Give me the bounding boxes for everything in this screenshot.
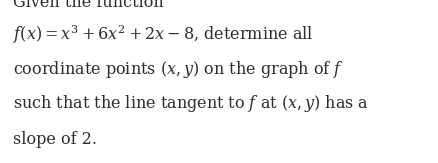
- Text: Given the function: Given the function: [13, 0, 163, 11]
- Text: such that the line tangent to $f$ at $(x, y)$ has a: such that the line tangent to $f$ at $(x…: [13, 93, 368, 114]
- Text: slope of 2.: slope of 2.: [13, 131, 97, 148]
- Text: coordinate points $(x, y)$ on the graph of $f$: coordinate points $(x, y)$ on the graph …: [13, 59, 343, 80]
- Text: $f(x) = x^3 + 6x^2 + 2x - 8$, determine all: $f(x) = x^3 + 6x^2 + 2x - 8$, determine …: [13, 23, 313, 46]
